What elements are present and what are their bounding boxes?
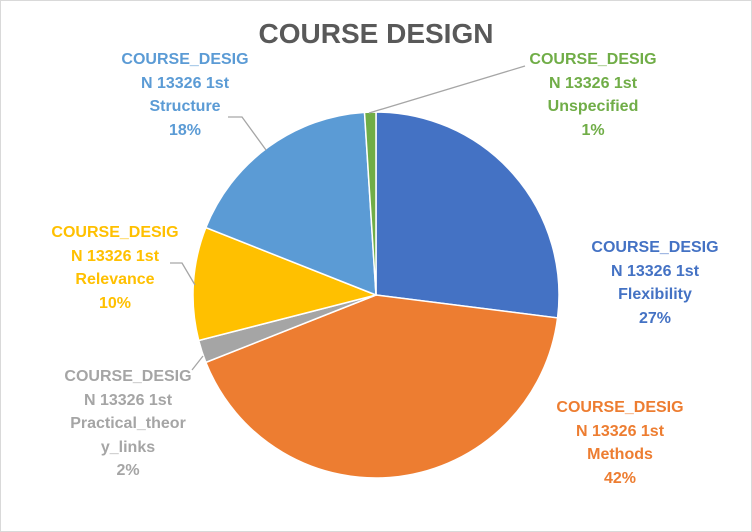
data-label-unspecified: COURSE_DESIG N 13326 1st Unspecified 1% — [529, 51, 657, 139]
pie-slice-methods — [204, 294, 559, 479]
data-label-relevance: COURSE_DESIG N 13326 1st Relevance 10% — [51, 224, 179, 312]
chart-title: COURSE DESIGN — [258, 18, 494, 49]
data-label-structure: COURSE_DESIG N 13326 1st Structure 18% — [121, 51, 249, 139]
leader-line-unspecified — [368, 65, 526, 114]
pie-slice-flexibility — [375, 111, 560, 319]
leader-line-structure — [228, 116, 267, 151]
data-label-practical-theory-links: COURSE_DESIG N 13326 1st Practical_theor… — [64, 368, 192, 479]
data-label-methods: COURSE_DESIG N 13326 1st Methods 42% — [556, 399, 684, 487]
leader-line-practical-theory-links — [191, 355, 204, 371]
pie-slice-structure — [204, 111, 377, 297]
leader-line-relevance — [170, 262, 196, 286]
data-label-flexibility: COURSE_DESIG N 13326 1st Flexibility 27% — [591, 239, 719, 327]
